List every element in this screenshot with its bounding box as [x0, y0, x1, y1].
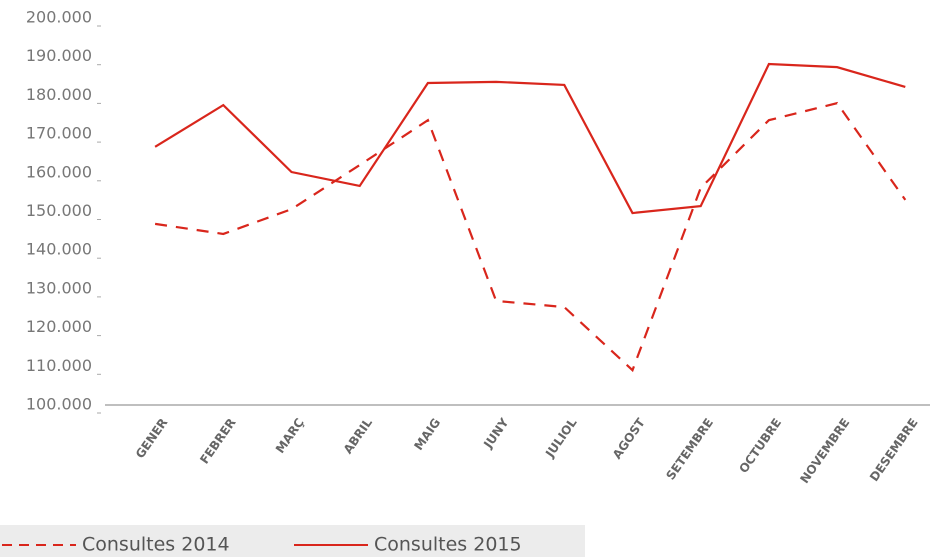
x-tick-label: JUNY [480, 415, 511, 451]
y-tick-label: 120.000 [26, 317, 92, 336]
x-tick-label: MARÇ [273, 416, 307, 456]
y-tick-label: 190.000 [26, 46, 92, 65]
x-tick-label: OCTUBRE [736, 416, 784, 476]
y-tick-label: 130.000 [26, 278, 92, 297]
y-tick-label: 200.000 [26, 8, 92, 27]
y-tick-label: 160.000 [26, 162, 92, 181]
x-tick-label: SETEMBRE [663, 416, 716, 483]
legend-background [0, 525, 585, 557]
series-line [154, 101, 907, 373]
x-tick-label: AGOST [610, 415, 648, 462]
y-tick-label: 180.000 [26, 85, 92, 104]
x-tick-label: GENER [133, 416, 171, 461]
x-tick-label: FEBRER [197, 416, 238, 467]
legend-label: Consultes 2015 [374, 534, 522, 556]
series-line [154, 62, 906, 215]
y-tick-label: 110.000 [26, 356, 92, 375]
legend-label: Consultes 2014 [82, 534, 230, 556]
y-tick-label: 140.000 [26, 240, 92, 259]
y-tick-label: 150.000 [26, 201, 92, 220]
x-tick-label: JULIOL [542, 415, 580, 460]
y-tick-label: 100.000 [26, 395, 92, 414]
y-tick-label: 170.000 [26, 124, 92, 143]
x-tick-label: NOVEMBRE [797, 416, 852, 486]
x-tick-label: DESEMBRE [867, 416, 921, 484]
x-tick-label: ABRIL [341, 415, 375, 456]
x-tick-label: MAIG [411, 416, 443, 453]
